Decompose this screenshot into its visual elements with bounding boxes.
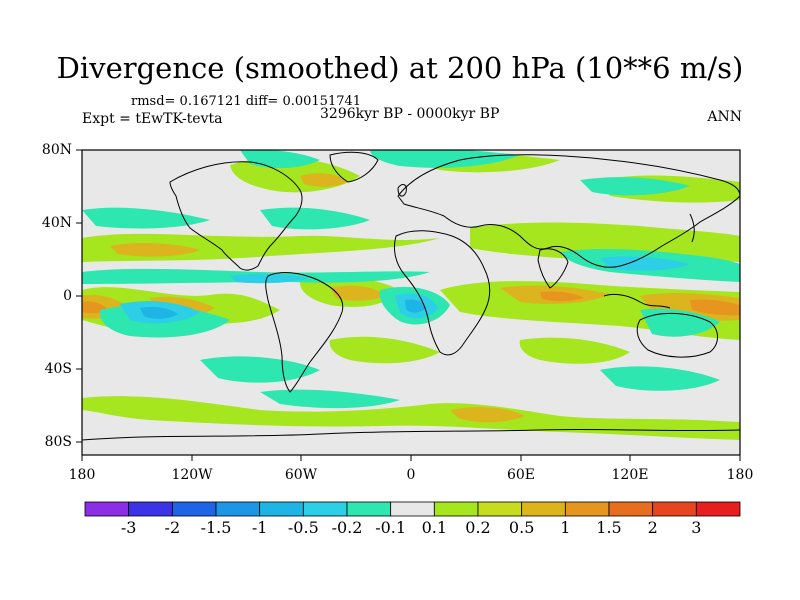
negative-region bbox=[600, 366, 720, 391]
negative-region bbox=[600, 256, 690, 271]
positive-region bbox=[300, 173, 348, 187]
lat-label: 0 bbox=[63, 288, 72, 304]
positive-region bbox=[690, 299, 740, 316]
eurasia-outline bbox=[397, 154, 740, 268]
colorbar-label: -0.1 bbox=[375, 518, 407, 537]
colorbar-swatch bbox=[695, 501, 741, 517]
south-america-outline bbox=[265, 272, 344, 393]
colorbar-swatch bbox=[215, 501, 261, 517]
colorbar-label: -2 bbox=[164, 518, 181, 537]
negative-region bbox=[230, 273, 310, 284]
indonesia-outline bbox=[603, 293, 671, 309]
colorbar-swatch bbox=[84, 501, 130, 517]
lon-label: 120E bbox=[611, 467, 649, 483]
positive-region bbox=[450, 407, 525, 423]
north-america-outline bbox=[169, 161, 303, 271]
colorbar-label: -1.5 bbox=[200, 518, 232, 537]
positive-region bbox=[470, 222, 740, 262]
negative-region bbox=[260, 389, 400, 409]
colorbar-label: -0.2 bbox=[331, 518, 363, 537]
australia-outline bbox=[636, 312, 718, 358]
colorbar-label: 1 bbox=[560, 518, 571, 537]
colorbar-label: 0.2 bbox=[465, 518, 491, 537]
colorbar-label: 3 bbox=[691, 518, 702, 537]
lon-label: 180 bbox=[726, 467, 754, 483]
period-label: 3296kyr BP - 0000kyr BP bbox=[320, 106, 500, 122]
rmsd-diff-stats: rmsd= 0.167121 diff= 0.00151741 bbox=[131, 94, 362, 109]
colorbar-swatch bbox=[652, 501, 697, 517]
divergence-field bbox=[82, 150, 740, 440]
lon-label: 180 bbox=[68, 467, 96, 483]
axis-ticks bbox=[76, 149, 741, 461]
colorbar-swatch bbox=[128, 501, 173, 517]
negative-region bbox=[200, 356, 320, 383]
lat-label: 40N bbox=[41, 215, 72, 231]
colorbar-swatch bbox=[390, 501, 435, 517]
colorbar-swatch bbox=[433, 501, 479, 517]
negative-region bbox=[405, 299, 426, 313]
negative-region bbox=[640, 308, 720, 337]
colorbar-swatch bbox=[521, 501, 566, 517]
lat-label: 80N bbox=[41, 142, 72, 158]
map-title: Divergence (smoothed) at 200 hPa (10**6 … bbox=[56, 51, 744, 85]
colorbar-label: 0.1 bbox=[421, 518, 448, 537]
positive-region bbox=[540, 291, 584, 302]
negative-region bbox=[370, 150, 520, 168]
positive-region bbox=[519, 337, 630, 364]
strongest-positive-regions bbox=[82, 291, 740, 316]
colorbar-swatch bbox=[346, 501, 392, 517]
strong-negative-regions bbox=[120, 256, 690, 324]
japan-outline bbox=[689, 213, 695, 243]
positive-region bbox=[110, 243, 200, 257]
colorbar-label: -3 bbox=[120, 518, 137, 537]
negative-region bbox=[580, 177, 690, 196]
lon-label: 120W bbox=[171, 467, 213, 483]
colorbar-label: 1.5 bbox=[596, 518, 622, 537]
antarctica-outline bbox=[82, 428, 740, 441]
colorbar-label: -1 bbox=[251, 518, 268, 537]
season-label: ANN bbox=[707, 109, 742, 125]
india-outline bbox=[537, 248, 569, 289]
lon-label: 60W bbox=[284, 467, 318, 483]
colorbar-swatch bbox=[171, 501, 217, 517]
lat-label: 80S bbox=[44, 434, 72, 450]
colorbar-swatch bbox=[259, 501, 304, 517]
africa-outline bbox=[393, 230, 491, 356]
greenland-outline bbox=[329, 151, 379, 183]
colorbar-label: -0.5 bbox=[287, 518, 319, 537]
lon-label: 60E bbox=[506, 467, 536, 483]
coastlines bbox=[82, 151, 740, 441]
strongest-negative-regions bbox=[140, 299, 426, 319]
colorbar-label: 2 bbox=[647, 518, 658, 537]
positive-region bbox=[330, 285, 385, 301]
colorbar-swatch bbox=[302, 501, 348, 517]
negative-region bbox=[260, 207, 370, 230]
positive-region bbox=[329, 336, 440, 364]
lon-label: 0 bbox=[406, 467, 416, 483]
negative-region bbox=[140, 306, 178, 319]
colorbar-label: 0.5 bbox=[508, 518, 535, 537]
colorbar-swatch bbox=[608, 501, 654, 517]
lat-label: 40S bbox=[44, 361, 72, 377]
colorbar-swatch bbox=[477, 501, 523, 517]
negative-region bbox=[82, 207, 210, 229]
experiment-label: Expt = tEwTK-tevta bbox=[82, 111, 223, 127]
colorbar-swatch bbox=[564, 501, 610, 517]
uk-outline bbox=[397, 184, 407, 197]
